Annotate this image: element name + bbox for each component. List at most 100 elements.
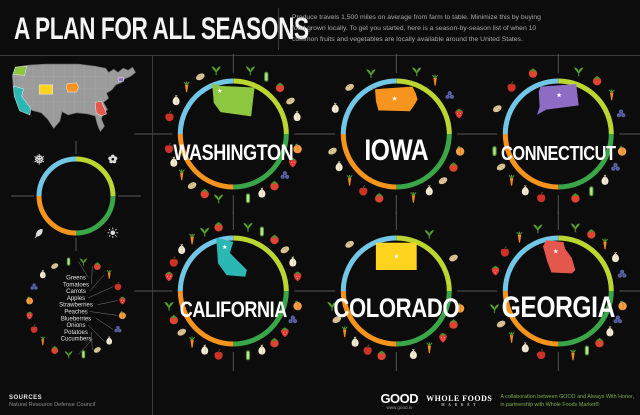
greens-icon (245, 66, 255, 76)
tomato-icon (571, 192, 580, 203)
onion-icon (601, 174, 609, 185)
state-name: IOWA (364, 133, 429, 167)
source-label: SOURCES (9, 395, 43, 401)
produce-label: Apples (67, 296, 85, 302)
onion-icon (521, 342, 529, 353)
greens-icon (533, 224, 543, 234)
onion-icon (409, 348, 417, 359)
potato-icon (177, 328, 186, 336)
apple-icon (114, 281, 122, 291)
sun-icon (107, 227, 119, 239)
potato-icon (280, 246, 290, 254)
source-text: Natural Resource Defense Council (9, 402, 96, 408)
state-borders (12, 64, 123, 132)
state-name: CALIFORNIA (180, 298, 287, 322)
onion-icon (201, 344, 209, 355)
peach-icon (293, 143, 302, 154)
onion-icon (425, 185, 433, 196)
capital-star (217, 88, 223, 93)
potato-icon (51, 263, 59, 269)
strawberry-icon (119, 296, 126, 305)
onion-icon (289, 256, 297, 267)
apple-icon (214, 349, 223, 360)
header-divider (278, 8, 279, 50)
produce-label: Carrots (66, 289, 86, 295)
apple-icon (507, 81, 516, 92)
state-circle-connecticut: CONNECTICUT (459, 54, 640, 214)
peach-icon (618, 300, 627, 311)
potato-icon (195, 73, 205, 81)
carrot-icon (183, 81, 190, 93)
states-grid: WASHINGTON IOWA CONNECTICUT CALIFORNIA COLOR… (134, 54, 640, 415)
produce-key: GreensTomatoesCarrotsApplesStrawberriesP… (26, 257, 126, 359)
strawberry-icon (288, 157, 297, 168)
onion-icon (331, 102, 339, 113)
sidebar-divider (152, 56, 153, 415)
tomato-icon (376, 350, 386, 361)
onion-icon (178, 243, 186, 254)
good-logo: GOOD www.good.is (380, 392, 418, 410)
greens-icon (411, 67, 421, 77)
apple-icon (165, 110, 174, 122)
potato-icon (493, 105, 502, 113)
capital-star (222, 244, 228, 250)
carrot-icon (189, 336, 196, 348)
peach-icon (293, 300, 302, 311)
carrot-icon (40, 336, 46, 346)
tomato-icon (51, 345, 59, 354)
blueberries-icon (616, 109, 626, 118)
top-rule (0, 55, 640, 56)
blueberries-icon (613, 315, 623, 324)
good-url: www.good.is (386, 405, 413, 410)
state-cell-washington: WASHINGTON (134, 54, 333, 214)
carrot-icon (516, 231, 523, 243)
capital-star (391, 96, 397, 101)
produce-label: Peaches (64, 310, 87, 316)
greens-icon (424, 230, 434, 239)
state-cell-connecticut: CONNECTICUT (459, 54, 640, 214)
greens-icon (365, 69, 376, 79)
good-logo-text: GOOD (380, 391, 419, 406)
potato-icon (496, 320, 506, 328)
apple-icon (169, 256, 178, 267)
carrot-icon (570, 349, 577, 361)
peach-icon (455, 303, 464, 313)
strawberry-icon (26, 311, 33, 320)
tomato-icon (374, 192, 383, 203)
tomato-icon (270, 180, 279, 191)
season-legend (11, 141, 141, 251)
state-name: CONNECTICUT (501, 141, 616, 164)
map-state-connecticut (117, 77, 124, 82)
onion-icon (351, 336, 359, 347)
state-shape-connecticut (537, 84, 579, 115)
peach-icon (118, 311, 126, 320)
potato-icon (93, 347, 101, 353)
onion-icon (335, 160, 343, 172)
onion-icon (521, 185, 529, 196)
state-shape-iowa (374, 86, 418, 112)
map-state-georgia (94, 101, 107, 117)
tomato-icon (595, 337, 604, 348)
produce-label: Strawberries (59, 303, 93, 309)
potato-icon (327, 147, 337, 155)
tomato-icon (587, 229, 596, 239)
cucumber-icon (584, 345, 590, 356)
produce-label: Onions (66, 323, 85, 329)
carrot-icon (178, 169, 185, 181)
state-name: COLORADO (333, 294, 459, 324)
state-circle-colorado: COLORADO (296, 211, 495, 371)
greens-icon (79, 258, 88, 266)
state-circle-iowa: IOWA (296, 54, 495, 214)
greens-icon (574, 67, 584, 77)
cucumber-icon (259, 226, 264, 237)
state-cell-california: CALIFORNIA (134, 211, 333, 371)
onion-icon (258, 344, 266, 355)
peach-icon (455, 146, 464, 156)
apple-icon (500, 246, 510, 257)
potato-icon (187, 182, 197, 190)
produce-label: Cucumbers (61, 337, 92, 343)
tomato-icon (448, 162, 458, 172)
carrot-icon (508, 174, 515, 186)
produce-label: Potatoes (64, 330, 88, 336)
